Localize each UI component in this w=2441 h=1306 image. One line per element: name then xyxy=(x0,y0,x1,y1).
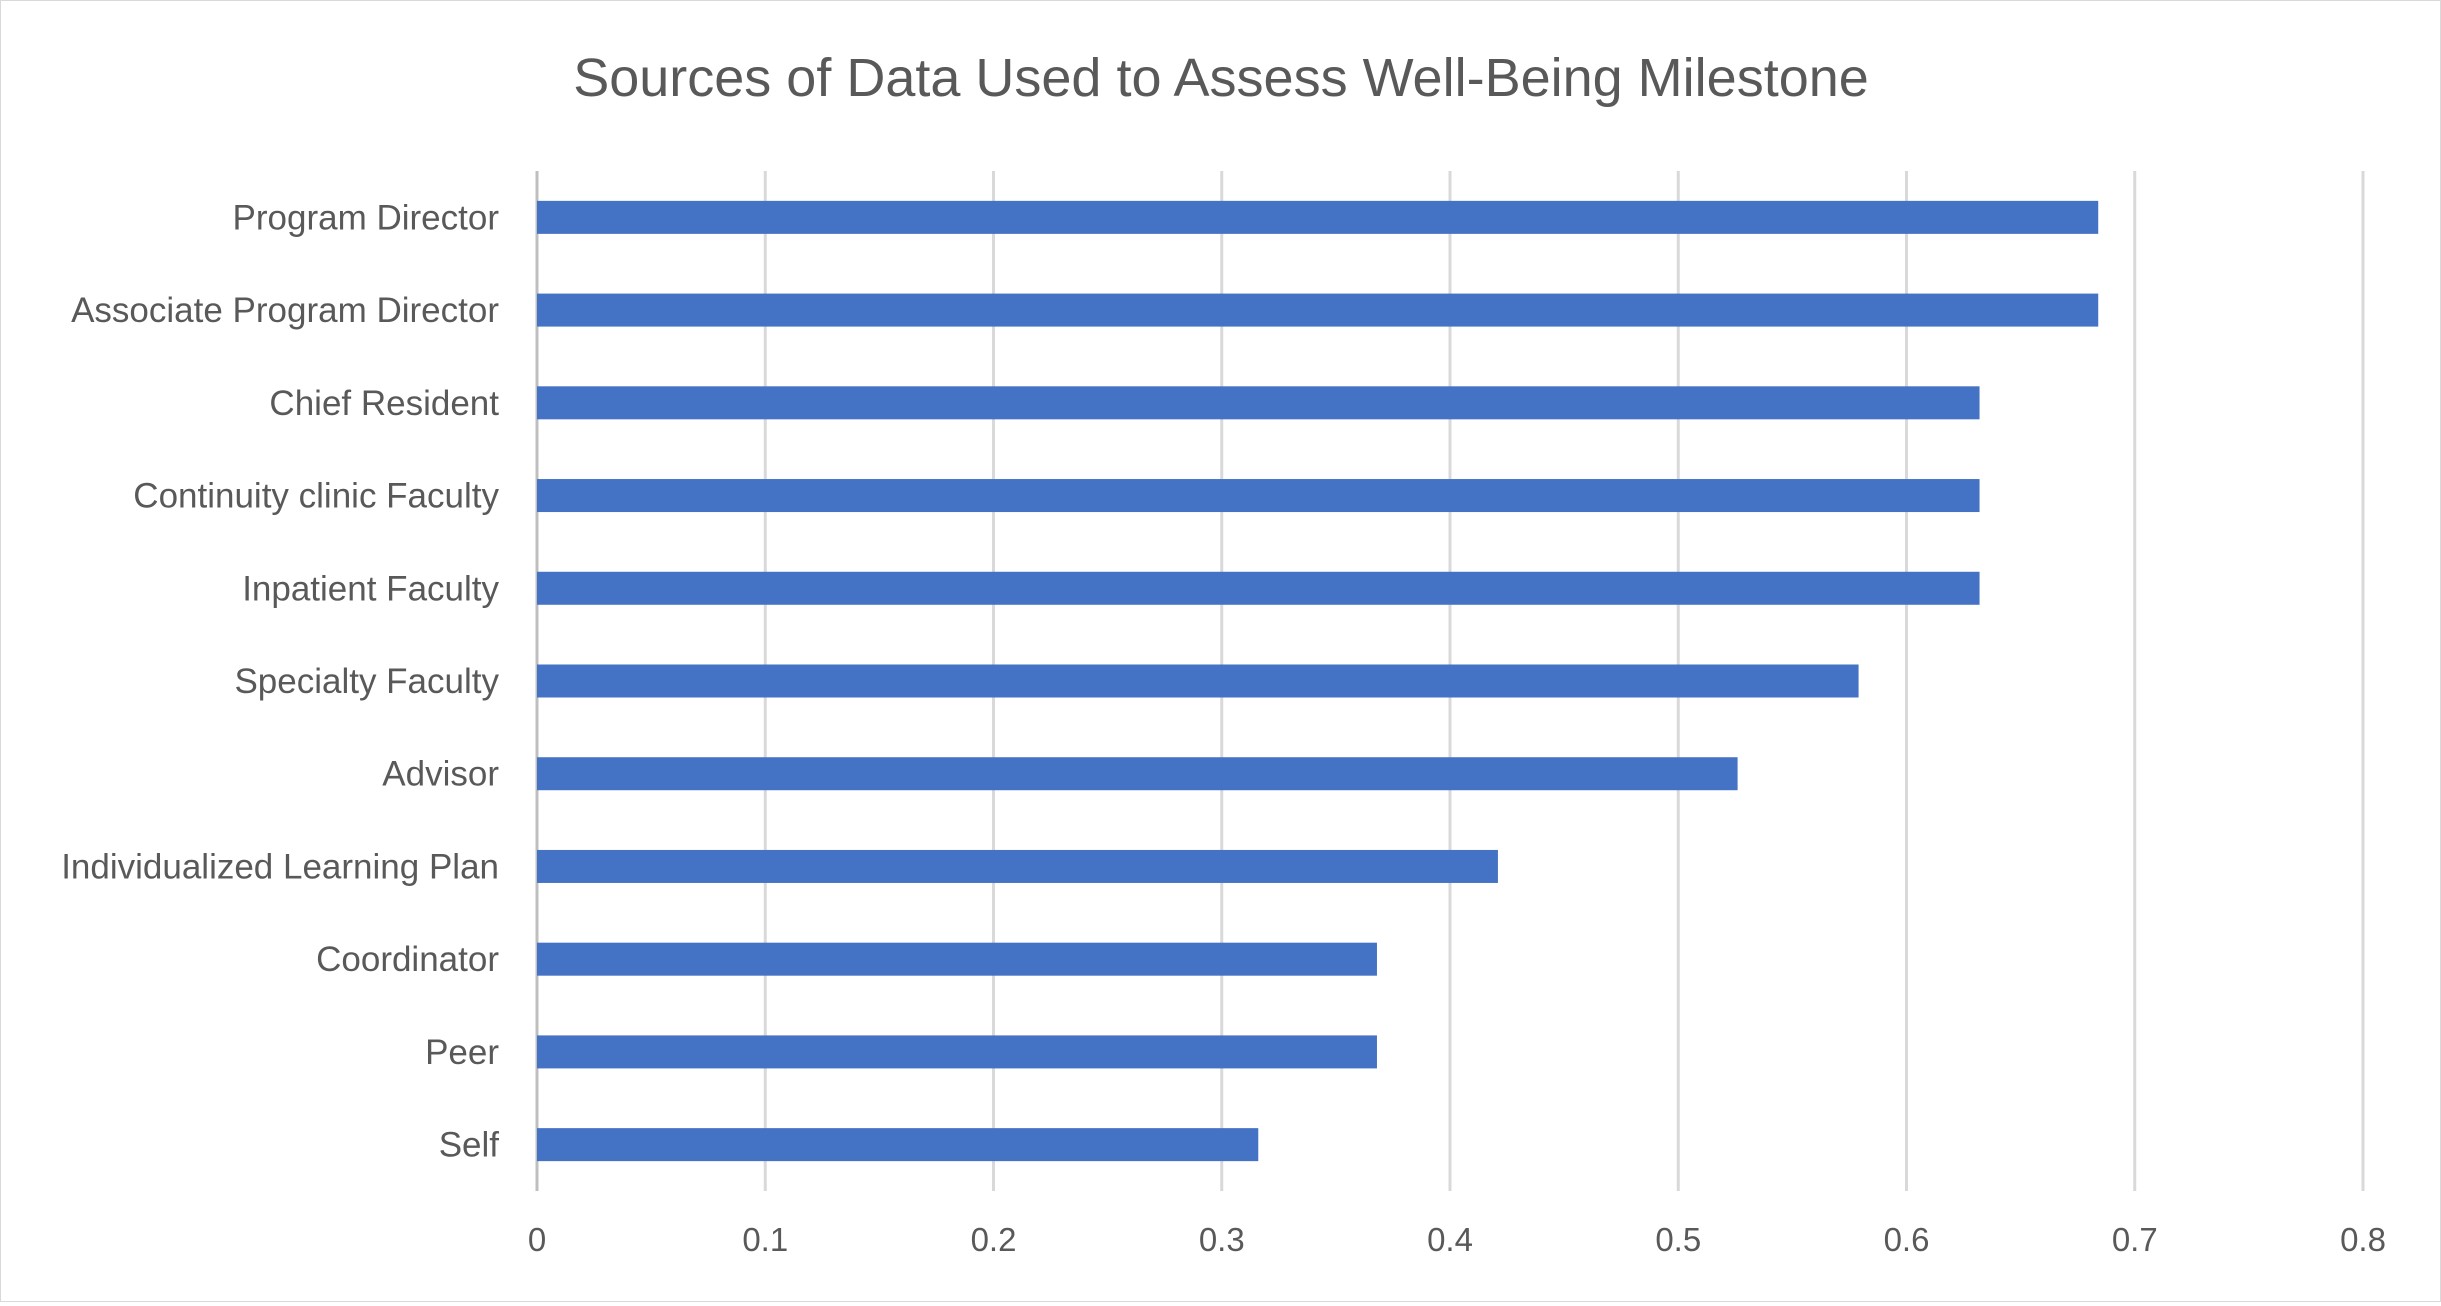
bar xyxy=(537,571,1980,605)
x-tick-label: 0.4 xyxy=(1427,1221,1473,1258)
x-tick-labels: 0 0.1 0.2 0.3 0.4 0.5 0.6 0.7 0.8 xyxy=(528,1221,2386,1258)
category-label: Specialty Faculty xyxy=(234,662,499,701)
category-label: Peer xyxy=(425,1033,499,1072)
bar xyxy=(537,942,1377,976)
bar xyxy=(537,386,1980,420)
x-tick-label: 0.6 xyxy=(1884,1221,1930,1258)
category-label: Advisor xyxy=(382,755,499,794)
bar xyxy=(537,479,1980,513)
category-label: Inpatient Faculty xyxy=(242,569,499,608)
category-label: Continuity clinic Faculty xyxy=(133,477,499,516)
bar xyxy=(537,1035,1377,1069)
category-labels: Program Director Associate Program Direct… xyxy=(61,198,499,1164)
category-label: Chief Resident xyxy=(269,384,499,423)
category-label: Program Director xyxy=(233,198,500,237)
category-label: Individualized Learning Plan xyxy=(61,847,499,886)
bar xyxy=(537,293,2099,327)
x-tick-label: 0.5 xyxy=(1655,1221,1701,1258)
category-label: Associate Program Director xyxy=(71,291,499,330)
x-tick-label: 0 xyxy=(528,1221,546,1258)
x-tick-label: 0.2 xyxy=(971,1221,1017,1258)
x-tick-label: 0.1 xyxy=(742,1221,788,1258)
bar xyxy=(537,757,1738,791)
x-tick-label: 0.8 xyxy=(2340,1221,2386,1258)
bar xyxy=(537,1128,1259,1162)
chart-title: Sources of Data Used to Assess Well-Bein… xyxy=(573,48,1869,108)
category-label: Coordinator xyxy=(316,940,499,979)
bar xyxy=(537,849,1498,883)
category-label: Self xyxy=(439,1126,500,1165)
x-tick-label: 0.7 xyxy=(2112,1221,2158,1258)
bars xyxy=(537,200,2099,1162)
bar xyxy=(537,200,2099,234)
bar xyxy=(537,664,1859,698)
x-tick-label: 0.3 xyxy=(1199,1221,1245,1258)
